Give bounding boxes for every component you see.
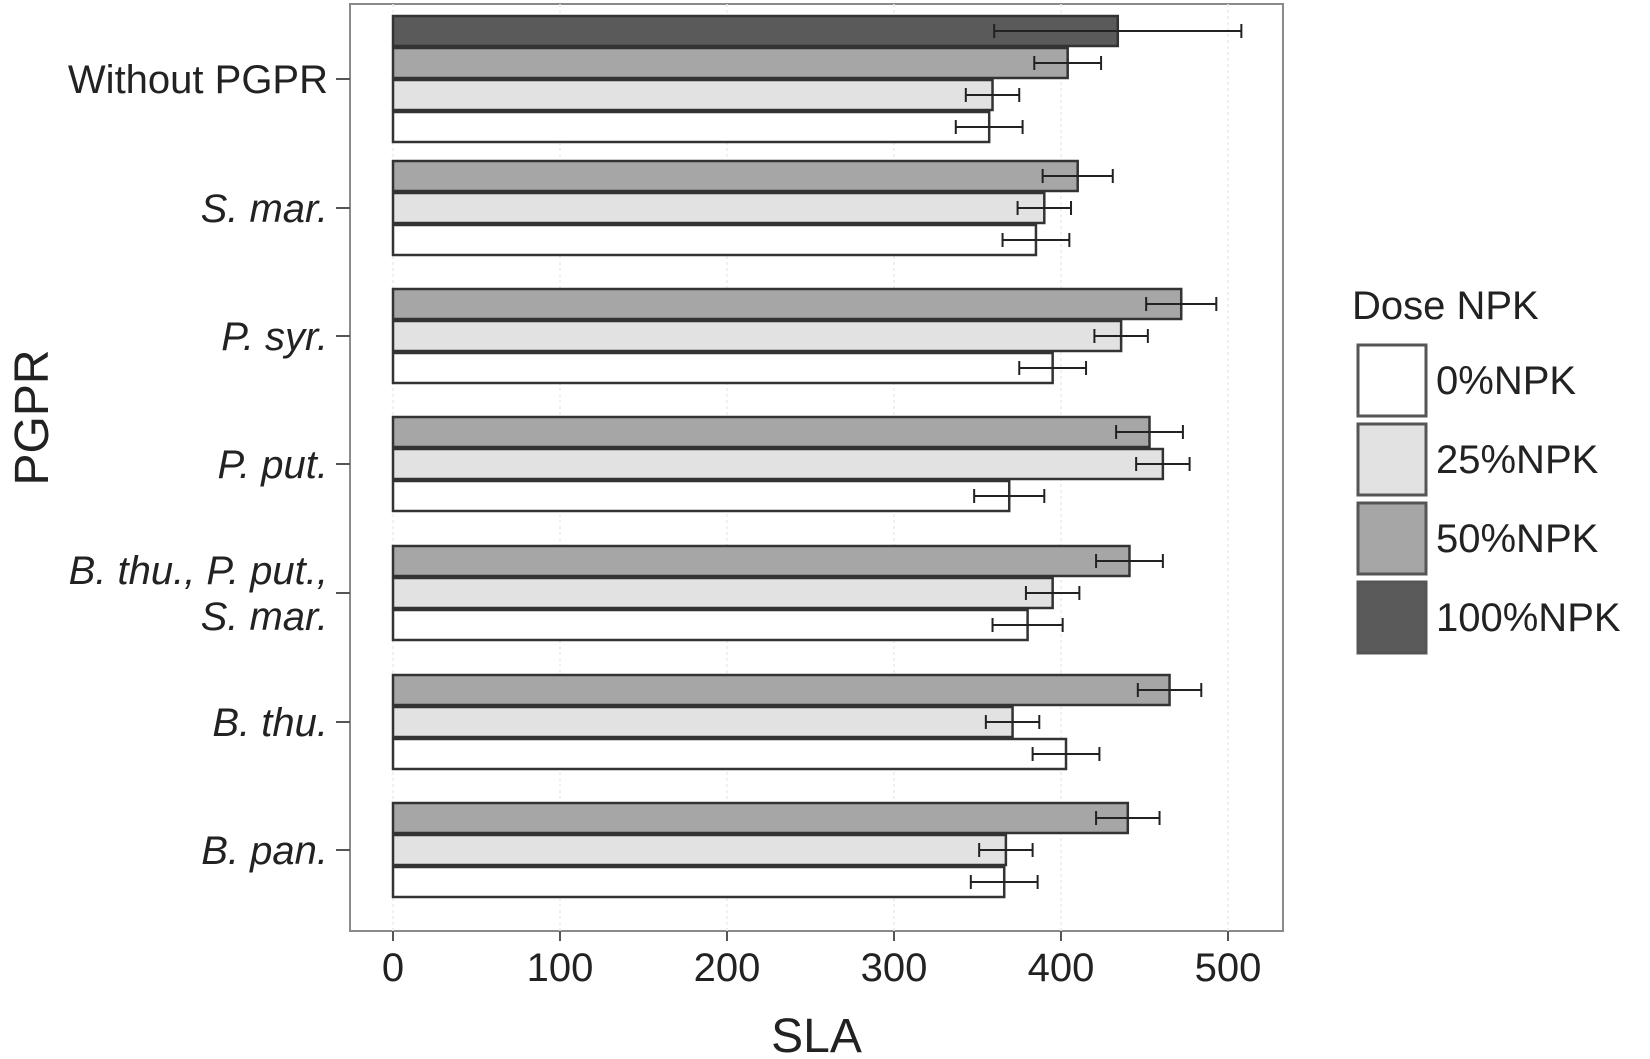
legend-label: 0%NPK: [1436, 359, 1576, 403]
legend-key: [1356, 343, 1428, 418]
legend-title: Dose NPK: [1352, 284, 1539, 328]
error-bar: [1041, 169, 1114, 183]
x-tick-label: 0: [382, 946, 404, 990]
error-bar: [1016, 201, 1073, 215]
error-bar: [954, 120, 1024, 134]
bar-50pct-npk: [391, 673, 1171, 707]
y-category-label: P. syr.: [221, 315, 328, 359]
y-category-label: S. mar.: [201, 187, 328, 231]
bar-50pct-npk: [391, 46, 1069, 80]
error-bar: [1018, 361, 1088, 375]
bar-0pct-npk: [391, 351, 1054, 385]
y-axis-title: PGPR: [6, 349, 59, 485]
error-bar: [993, 24, 1243, 38]
bar-0pct-npk: [391, 110, 991, 144]
bar-25pct-npk: [391, 191, 1046, 225]
y-category-label: B. thu., P. put.,: [69, 549, 328, 593]
bar-25pct-npk: [391, 833, 1008, 867]
bar-25pct-npk: [391, 319, 1123, 353]
error-bar: [969, 875, 1039, 889]
x-tick-label: 400: [1028, 946, 1095, 990]
error-bar: [964, 88, 1021, 102]
bar-50pct-npk: [391, 159, 1079, 193]
error-bar: [1033, 56, 1103, 70]
bar-0pct-npk: [391, 608, 1029, 642]
bar-50pct-npk: [391, 287, 1183, 321]
bar-50pct-npk: [391, 801, 1130, 835]
error-bar: [1135, 457, 1191, 471]
bar-0pct-npk: [391, 479, 1011, 513]
x-tick-label: 500: [1195, 946, 1262, 990]
legend-key: [1356, 501, 1428, 576]
error-bar: [1136, 683, 1203, 697]
bar-50pct-npk: [391, 544, 1131, 578]
legend: Dose NPK 0%NPK 25%NPK 50%NPK 100%NPK: [1352, 284, 1621, 655]
x-axis-title: SLA: [771, 1010, 862, 1059]
bar-25pct-npk: [391, 705, 1014, 739]
y-category-label: S. mar.: [201, 595, 328, 639]
bar-0pct-npk: [391, 223, 1038, 257]
y-category-label: B. thu.: [212, 701, 328, 745]
error-bar: [991, 618, 1064, 632]
y-category-label: P. put.: [218, 443, 328, 487]
y-category-label: Without PGPR: [68, 58, 328, 102]
error-bar: [984, 715, 1041, 729]
bar-50pct-npk: [391, 415, 1151, 449]
error-bar: [1095, 811, 1161, 825]
bars: [391, 14, 1243, 899]
error-bar: [1115, 425, 1184, 439]
bar-25pct-npk: [391, 447, 1165, 481]
legend-label: 100%NPK: [1436, 596, 1621, 640]
bar-25pct-npk: [391, 576, 1054, 610]
y-axis: Without PGPR S. mar. P. syr. P. put. B. thu.…: [6, 58, 350, 873]
error-bar: [1024, 586, 1081, 600]
bar-0pct-npk: [391, 737, 1068, 771]
error-bar: [1031, 747, 1101, 761]
legend-key: [1356, 422, 1428, 497]
error-bar: [1145, 297, 1218, 311]
bar-0pct-npk: [391, 865, 1006, 899]
x-axis: 0 100 200 300 400 500 SLA: [382, 931, 1262, 1059]
x-tick-label: 100: [527, 946, 594, 990]
error-bar: [1001, 233, 1071, 247]
bar-25pct-npk: [391, 78, 994, 112]
legend-key: [1356, 580, 1428, 655]
error-bar: [1095, 554, 1164, 568]
x-tick-label: 200: [694, 946, 761, 990]
y-category-label: B. pan.: [201, 829, 328, 873]
error-bar: [973, 489, 1046, 503]
legend-label: 25%NPK: [1436, 438, 1599, 482]
x-tick-label: 300: [861, 946, 928, 990]
error-bar: [978, 843, 1034, 857]
legend-label: 50%NPK: [1436, 517, 1599, 561]
error-bar: [1093, 329, 1149, 343]
